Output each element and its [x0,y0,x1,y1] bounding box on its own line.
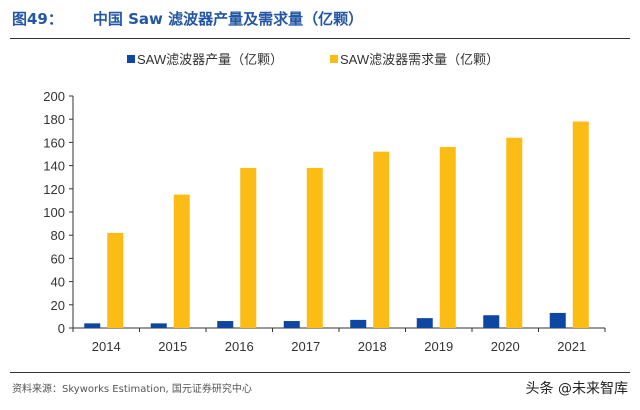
chart: 0 20 40 60 80 100 120 140 160 180 200 2014 2015 2016 2… [43,52,606,354]
y-tick-label: 100 [43,205,65,220]
y-tick-label: 160 [43,135,65,150]
footer-divider [10,372,630,373]
x-tick-label: 2020 [491,339,520,354]
bar-demand-2019 [439,147,456,328]
y-tick-label: 80 [51,228,65,243]
title-text: 中国 Saw 滤波器产量及需求量（亿颗） [92,10,364,28]
bar-production-2018 [350,319,367,328]
bar-production-2019 [416,318,433,328]
y-tick-label: 120 [43,182,65,197]
figure-number: 图49： [12,10,63,28]
y-tick-label: 60 [51,251,65,266]
bar-production-2017 [283,321,300,328]
bar-demand-2018 [373,151,390,328]
bar-production-2021 [549,312,566,328]
bar-demand-2016 [240,167,257,328]
bar-production-2020 [483,315,500,328]
y-tick-label: 0 [58,321,65,336]
bar-demand-2017 [306,167,323,328]
y-tick-label: 200 [43,89,65,104]
bar-production-2016 [217,321,234,328]
y-tick-label: 40 [51,275,65,290]
y-tick-label: 140 [43,159,65,174]
x-tick-label: 2014 [92,339,121,354]
legend-label: SAW滤波器产量（亿颗） [137,52,283,67]
watermark: 头条 @未来智库 [525,381,628,397]
x-tick-label: 2017 [291,339,320,354]
legend-swatch [127,55,135,63]
title-divider [10,38,630,39]
bar-demand-2014 [107,232,124,328]
y-tick-label: 20 [51,298,65,313]
chart-title: 图49： 中国 Saw 滤波器产量及需求量（亿颗） [12,8,363,29]
bar-production-2015 [150,323,167,328]
bar-production-2014 [84,323,101,328]
bar-demand-2021 [572,121,589,329]
y-tick-label: 180 [43,112,65,127]
legend-label: SAW滤波器需求量（亿颗） [340,52,499,67]
x-tick-label: 2015 [158,339,187,354]
x-tick-label: 2018 [358,339,387,354]
x-tick-label: 2021 [557,339,586,354]
legend-swatch [330,55,338,63]
source-note: 资料来源：Skyworks Estimation, 国元证券研究中心 [12,384,252,395]
x-tick-label: 2019 [424,339,453,354]
bar-demand-2020 [506,137,523,328]
x-tick-label: 2016 [225,339,254,354]
bar-demand-2015 [173,194,190,328]
